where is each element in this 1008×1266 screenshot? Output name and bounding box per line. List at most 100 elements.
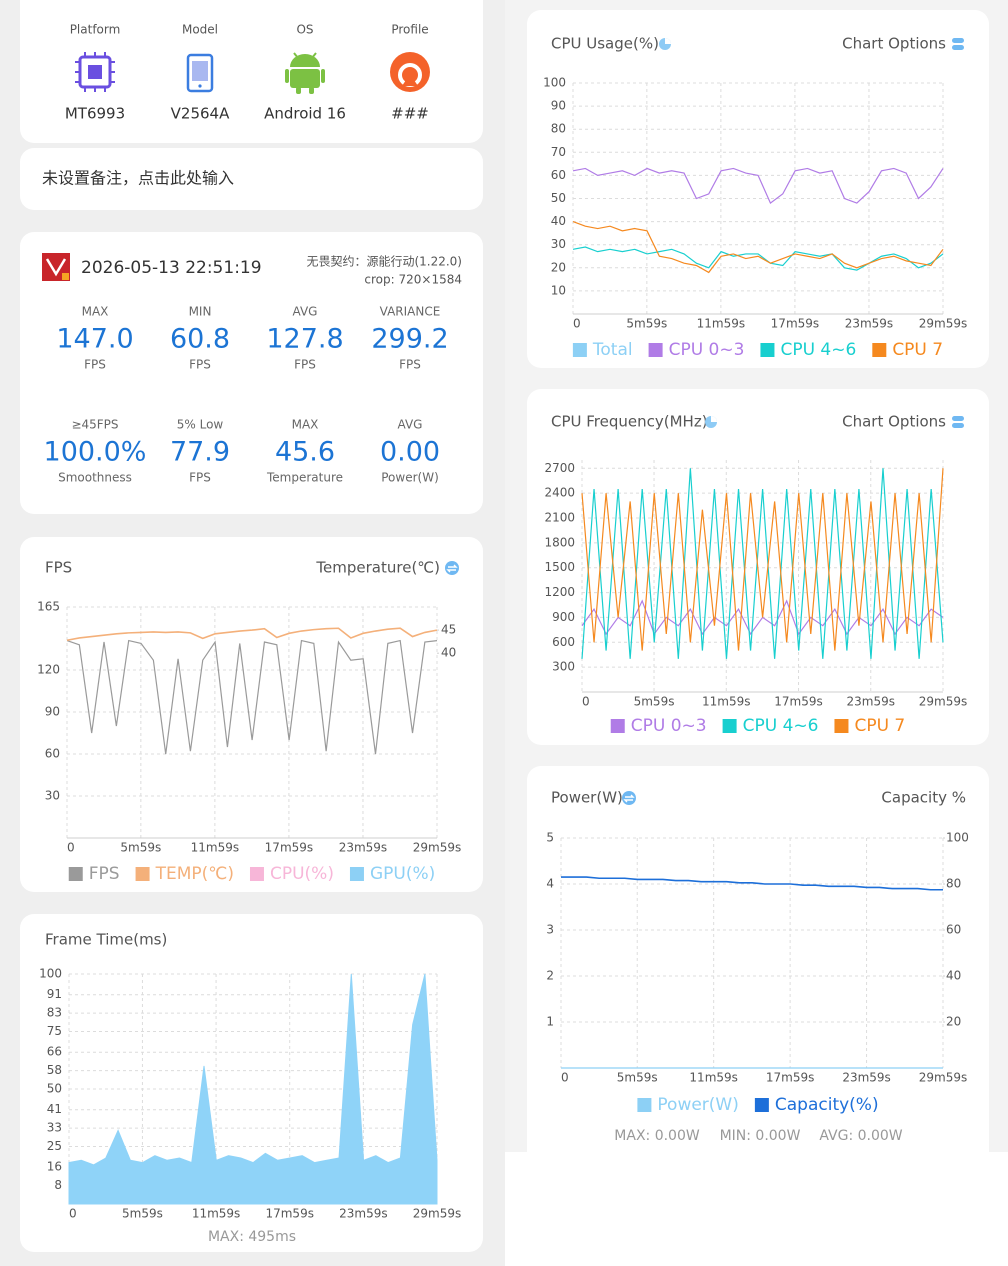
y-tick-label: 1500 <box>544 560 575 574</box>
x-tick-label: 11m59s <box>702 695 750 709</box>
legend: CPU 0~3 CPU 4~6 CPU 7 <box>610 716 905 736</box>
y-tick-label: 2 <box>546 969 554 983</box>
chart-footer: MIN: 0.00W <box>720 1128 801 1144</box>
chart-footer: AVG: 0.00W <box>819 1128 902 1144</box>
y-tick-label: 83 <box>47 1006 62 1020</box>
y-tick-label: 3 <box>546 923 554 937</box>
chart-title: CPU Usage(%) <box>551 35 659 53</box>
plot-area: 1 2 3 4 5 20 40 60 80 100 0 5m59s 11m59s 17m59s 23m59s… <box>546 831 969 1085</box>
legend-swatch[interactable] <box>572 343 587 357</box>
legend-swatch[interactable] <box>754 1098 769 1112</box>
x-tick-label: 11m59s <box>191 841 239 855</box>
chart-footer: MAX: 495ms <box>208 1229 296 1245</box>
legend-swatch[interactable] <box>68 867 83 881</box>
cpu-usage-card <box>527 10 989 368</box>
y-tick-label: 5 <box>546 831 554 845</box>
y-tick-label: 20 <box>551 260 566 274</box>
stat-label: MAX <box>292 418 319 432</box>
device-label: Profile <box>391 23 428 37</box>
chart-header-right[interactable]: Chart Options <box>842 413 946 431</box>
legend-label[interactable]: CPU 4~6 <box>743 716 819 736</box>
plot-area: 10 20 30 40 50 60 70 80 90 100 0 5m59s 11m59s 17m59s 2… <box>543 76 967 331</box>
legend-label[interactable]: GPU(%) <box>370 864 435 884</box>
legend-label[interactable]: CPU(%) <box>270 864 334 884</box>
x-tick-label: 0 <box>582 695 590 709</box>
legend-swatch[interactable] <box>872 343 887 357</box>
x-tick-label: 23m59s <box>339 841 387 855</box>
stat-unit: Smoothness <box>58 471 132 485</box>
x-tick-label: 0 <box>67 841 75 855</box>
legend-label[interactable]: CPU 7 <box>892 340 943 360</box>
y-tick-label: 60 <box>45 747 60 761</box>
line <box>581 468 944 651</box>
options-icon[interactable] <box>952 45 964 50</box>
x-tick-label: 17m59s <box>766 1071 814 1085</box>
y-tick-label: 66 <box>47 1045 62 1059</box>
y-tick-label: 70 <box>551 145 566 159</box>
legend-label[interactable]: CPU 0~3 <box>669 340 745 360</box>
options-icon[interactable] <box>952 423 964 428</box>
line <box>572 246 944 271</box>
y-tick-label: 80 <box>551 122 566 136</box>
y-tick-label: 1200 <box>544 585 575 599</box>
legend-swatch[interactable] <box>648 343 663 357</box>
legend-swatch[interactable] <box>722 719 737 733</box>
y-tick-label: 2100 <box>544 511 575 525</box>
stat-label: MIN <box>189 305 212 319</box>
x-tick-label: 23m59s <box>339 1207 387 1221</box>
legend-label[interactable]: CPU 0~3 <box>631 716 707 736</box>
legend-label[interactable]: CPU 4~6 <box>780 340 856 360</box>
options-icon[interactable] <box>952 416 964 421</box>
y2-tick-label: 100 <box>946 831 969 845</box>
legend-swatch[interactable] <box>349 867 364 881</box>
pie-icon-slice[interactable] <box>711 416 717 422</box>
legend-swatch[interactable] <box>834 719 849 733</box>
toggle-icon-arrows[interactable] <box>623 794 635 803</box>
x-tick-label: 5m59s <box>122 1207 163 1221</box>
stat-value: 45.6 <box>275 437 335 468</box>
legend-swatch[interactable] <box>249 867 264 881</box>
x-tick-label: 5m59s <box>120 841 161 855</box>
y-tick-label: 25 <box>47 1139 62 1153</box>
toggle-icon[interactable] <box>445 561 459 575</box>
legend-label[interactable]: Total <box>592 340 633 360</box>
legend-label[interactable]: Power(W) <box>657 1095 738 1115</box>
note-card[interactable] <box>20 148 483 210</box>
legend-label[interactable]: Capacity(%) <box>775 1095 879 1115</box>
device-label: Model <box>182 23 218 37</box>
device-value: V2564A <box>171 105 230 123</box>
legend-label[interactable]: FPS <box>89 864 120 884</box>
legend-swatch[interactable] <box>610 719 625 733</box>
y-tick-label: 100 <box>39 967 62 981</box>
platform-icon <box>75 52 115 92</box>
legend-label[interactable]: TEMP(℃) <box>155 864 234 884</box>
legend-swatch[interactable] <box>135 867 150 881</box>
y-tick-label: 58 <box>47 1063 62 1077</box>
stat-label: MAX <box>82 305 109 319</box>
x-tick-label: 23m59s <box>842 1071 890 1085</box>
toggle-icon-arrows[interactable] <box>446 564 458 573</box>
chart-header-right: Temperature(℃) <box>315 559 440 577</box>
stat-value: 299.2 <box>371 324 448 355</box>
y-tick-label: 33 <box>47 1121 62 1135</box>
legend-swatch[interactable] <box>637 1098 652 1112</box>
options-icon[interactable] <box>952 38 964 43</box>
model-icon <box>186 53 214 93</box>
area <box>68 973 438 1205</box>
device-value: Android 16 <box>264 105 346 123</box>
device-label: OS <box>296 23 313 37</box>
chart-footer: MAX: 0.00W <box>614 1128 700 1144</box>
pie-icon-slice[interactable] <box>665 38 671 44</box>
stat-value: 77.9 <box>170 437 230 468</box>
legend-label[interactable]: CPU 7 <box>854 716 905 736</box>
y-tick-label: 50 <box>47 1082 62 1096</box>
note-text[interactable]: 未设置备注，点击此处输入 <box>42 169 234 188</box>
plot-area: 8 16 25 33 41 50 58 66 75 83 91 100 0 5m59s 11m59s 17m5… <box>39 967 461 1221</box>
legend-swatch[interactable] <box>760 343 775 357</box>
chart-header-right[interactable]: Chart Options <box>842 35 946 53</box>
y-tick-label: 165 <box>37 600 60 614</box>
legend: FPS TEMP(℃) CPU(%) GPU(%) <box>68 864 435 884</box>
toggle-icon[interactable] <box>622 791 636 805</box>
